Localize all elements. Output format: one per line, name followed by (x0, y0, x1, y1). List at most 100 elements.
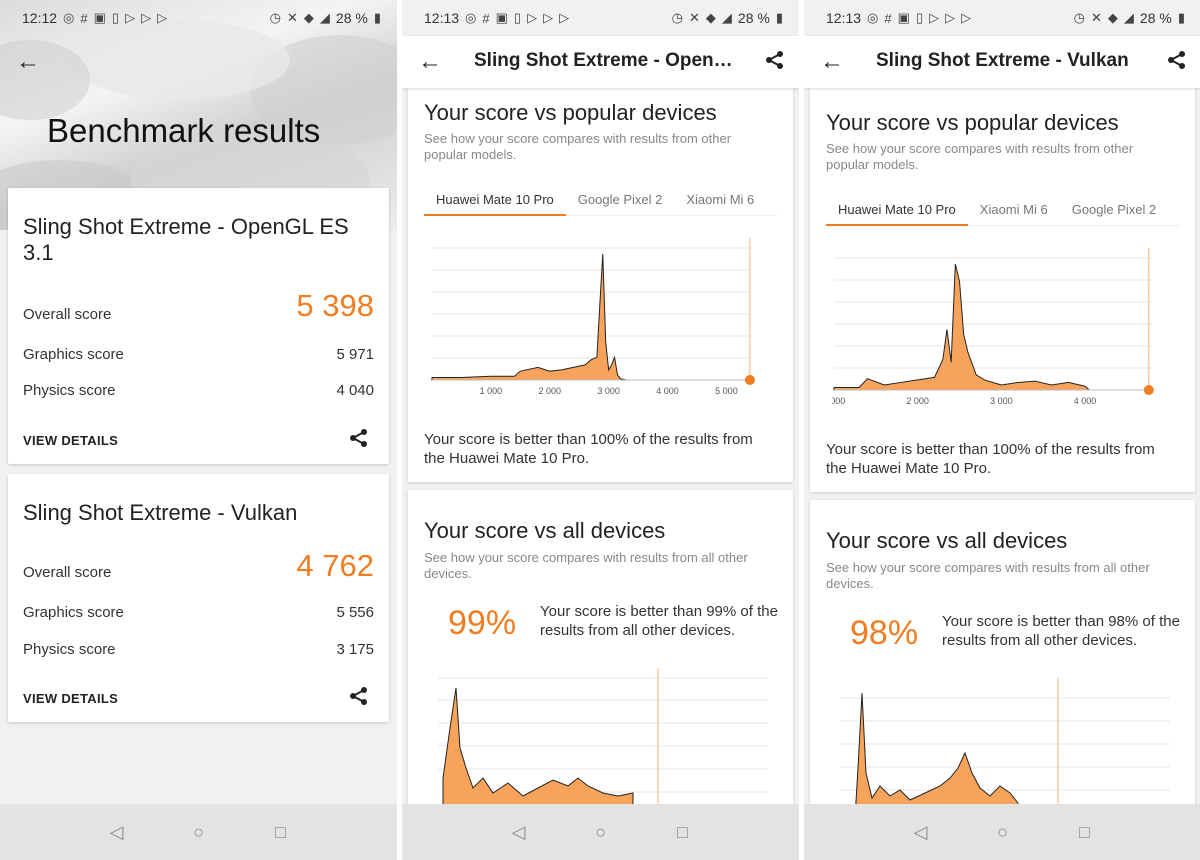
graphics-score-value: 5 971 (336, 346, 374, 363)
view-details-button[interactable]: VIEW DETAILS (23, 691, 119, 706)
play-store-icon: ▷ (929, 10, 940, 25)
benchmark-results-screen: 12:12 ◎ # ▣ ▯ ▷ ▷ ▷ ◷ ✕ ◆ ◢ 28 % ▮ ← Ben… (0, 0, 397, 860)
your-score-marker (1143, 385, 1154, 395)
percentile-value: 99% (448, 604, 517, 642)
nav-recents-icon[interactable]: □ (677, 821, 688, 842)
distribution-area (833, 263, 1091, 391)
system-icons: ◷ ✕ ◆ ◢ 28 % ▮ (270, 10, 381, 26)
tab-huawei-mate-10-pro[interactable]: Huawei Mate 10 Pro (826, 194, 968, 226)
nav-home-icon[interactable]: ○ (997, 821, 1008, 842)
nav-back-icon[interactable]: ◁ (511, 821, 526, 842)
x-tick-label: 2 000 (539, 386, 562, 396)
tab-huawei-mate-10-pro[interactable]: Huawei Mate 10 Pro (424, 184, 566, 216)
battery-icon: ▮ (775, 10, 783, 25)
phone-icon: ▯ (111, 10, 120, 25)
notification-icons: ◎ # ▣ ▯ ▷ ▷ ▷ (465, 10, 569, 26)
app-bar: ← Sling Shot Extreme - Vulkan (804, 36, 1200, 88)
graphics-score-label: Graphics score (23, 346, 124, 363)
signal-icon: ◢ (1123, 10, 1134, 25)
x-tick-label: 3 000 (597, 386, 620, 396)
image-icon: ▣ (93, 10, 106, 25)
nav-back-icon[interactable]: ◁ (109, 821, 124, 842)
battery-percent: 28 % (1139, 10, 1172, 26)
status-time: 12:13 (424, 10, 460, 26)
share-icon[interactable] (349, 428, 369, 453)
play-store-icon: ▷ (945, 10, 956, 25)
physics-score-label: Physics score (23, 641, 116, 658)
card-title: Sling Shot Extreme - OpenGL ES 3.1 (23, 214, 349, 265)
device-tabs: Huawei Mate 10 Pro Xiaomi Mi 6 Google Pi… (826, 194, 1179, 226)
nav-recents-icon[interactable]: □ (275, 821, 286, 842)
status-bar: 12:13 ◎ # ▣ ▯ ▷ ▷ ▷ ◷ ✕ ◆ ◢ 28 % ▮ (804, 0, 1200, 36)
signal-icon: ◢ (319, 10, 330, 25)
overall-score-value: 4 762 (296, 548, 374, 583)
device-tabs: Huawei Mate 10 Pro Google Pixel 2 Xiaomi… (424, 184, 777, 216)
play-store-icon: ▷ (141, 10, 152, 25)
navigation-bar: ◁ ○ □ (402, 804, 799, 860)
play-store-icon: ▷ (543, 10, 554, 25)
mute-icon: ✕ (689, 10, 700, 25)
tab-google-pixel-2[interactable]: Google Pixel 2 (577, 192, 663, 207)
navigation-bar: ◁ ○ □ (804, 804, 1200, 860)
status-time: 12:12 (22, 10, 58, 26)
all-result-text: Your score is better than 99% of the res… (540, 603, 778, 639)
all-devices-card: Your score vs all devices See how your s… (810, 500, 1195, 820)
overall-score-label: Overall score (23, 564, 112, 581)
mute-icon: ✕ (287, 10, 298, 25)
whatsapp-icon: ◎ (867, 10, 879, 25)
popular-subtitle: See how your score compares with results… (424, 131, 732, 162)
physics-score-label: Physics score (23, 382, 116, 399)
all-devices-distribution-chart (840, 678, 1170, 818)
whatsapp-icon: ◎ (465, 10, 477, 25)
share-icon[interactable] (349, 686, 369, 711)
all-subtitle: See how your score compares with results… (424, 550, 748, 581)
notification-icons: ◎ # ▣ ▯ ▷ ▷ ▷ (867, 10, 971, 26)
wifi-icon: ◆ (303, 10, 314, 25)
play-store-icon: ▷ (157, 10, 168, 25)
nav-back-icon[interactable]: ◁ (913, 821, 928, 842)
nav-home-icon[interactable]: ○ (595, 821, 606, 842)
nav-home-icon[interactable]: ○ (193, 821, 204, 842)
tab-xiaomi-mi-6[interactable]: Xiaomi Mi 6 (979, 202, 1048, 217)
popular-subtitle: See how your score compares with results… (826, 141, 1134, 172)
all-heading: Your score vs all devices (826, 528, 1068, 553)
signal-icon: ◢ (721, 10, 732, 25)
percentile-value: 98% (850, 614, 919, 652)
whatsapp-icon: ◎ (63, 10, 75, 25)
graphics-score-value: 5 556 (336, 604, 374, 621)
battery-percent: 28 % (335, 10, 368, 26)
popular-devices-card: Your score vs popular devices See how yo… (810, 88, 1195, 492)
page-title: Benchmark results (47, 112, 321, 149)
image-icon: ▣ (897, 10, 910, 25)
tab-xiaomi-mi-6[interactable]: Xiaomi Mi 6 (686, 192, 755, 207)
appbar-title: Sling Shot Extreme - OpenGL ES 3.1 (474, 50, 744, 71)
notification-icons: ◎ # ▣ ▯ ▷ ▷ ▷ (63, 10, 167, 26)
view-details-button[interactable]: VIEW DETAILS (23, 433, 119, 448)
mute-icon: ✕ (1091, 10, 1102, 25)
back-arrow-icon[interactable]: ← (820, 48, 844, 75)
slack-icon: # (482, 10, 490, 26)
play-store-icon: ▷ (125, 10, 136, 25)
back-arrow-icon[interactable]: ← (418, 48, 442, 75)
vulkan-details-screen: 12:13 ◎ # ▣ ▯ ▷ ▷ ▷ ◷ ✕ ◆ ◢ 28 % ▮ ← Sli… (804, 0, 1200, 860)
share-icon[interactable] (1167, 50, 1187, 75)
status-bar: 12:12 ◎ # ▣ ▯ ▷ ▷ ▷ ◷ ✕ ◆ ◢ 28 % ▮ (0, 0, 397, 36)
slack-icon: # (80, 10, 88, 26)
tab-google-pixel-2[interactable]: Google Pixel 2 (1071, 202, 1157, 217)
your-score-marker (744, 375, 755, 385)
all-heading: Your score vs all devices (424, 518, 666, 543)
play-store-icon: ▷ (527, 10, 538, 25)
nav-recents-icon[interactable]: □ (1079, 821, 1090, 842)
all-devices-card: Your score vs all devices See how your s… (408, 490, 793, 820)
overall-score-value: 5 398 (296, 288, 374, 323)
popular-heading: Your score vs popular devices (826, 110, 1119, 135)
all-result-text: Your score is better than 98% of the res… (942, 613, 1180, 649)
wifi-icon: ◆ (1107, 10, 1118, 25)
play-store-icon: ▷ (559, 10, 570, 25)
wifi-icon: ◆ (705, 10, 716, 25)
share-icon[interactable] (765, 50, 785, 75)
battery-icon: ▮ (1177, 10, 1185, 25)
back-arrow-icon[interactable]: ← (16, 48, 40, 75)
system-icons: ◷ ✕ ◆ ◢ 28 % ▮ (1074, 10, 1185, 26)
system-icons: ◷ ✕ ◆ ◢ 28 % ▮ (672, 10, 783, 26)
